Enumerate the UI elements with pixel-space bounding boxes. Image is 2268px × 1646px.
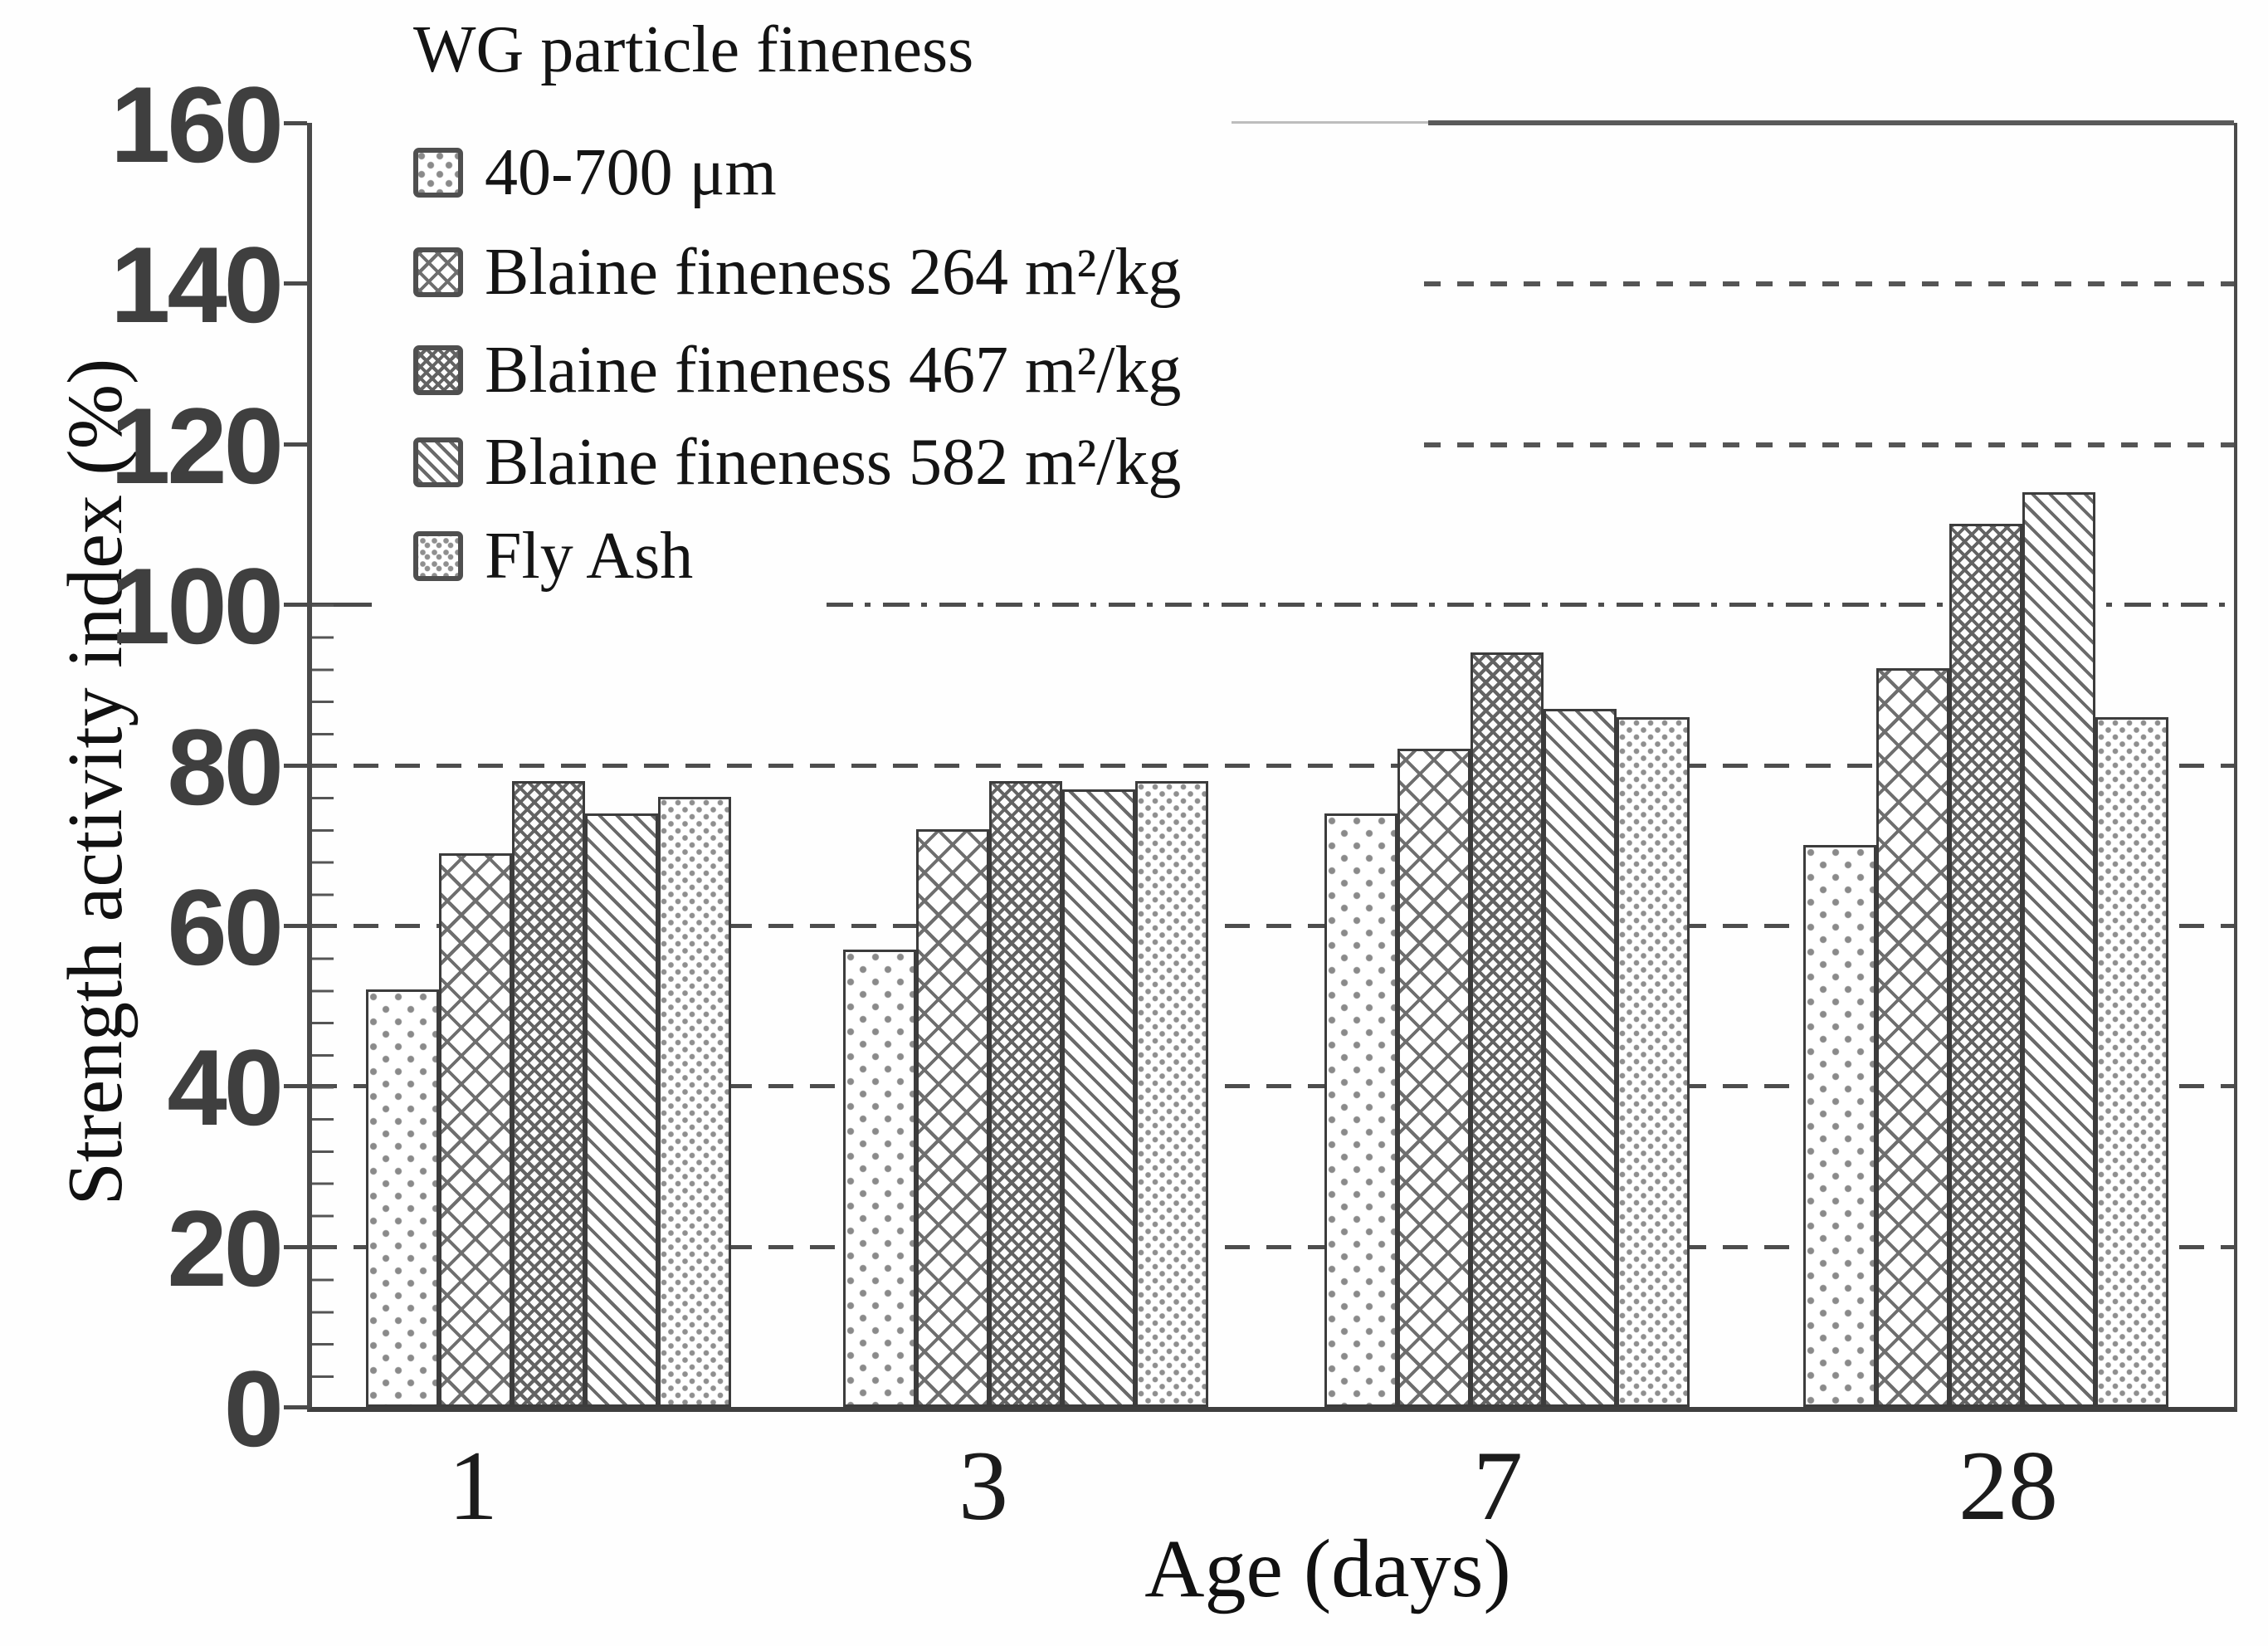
y-tick-label-140: 140 [110, 224, 284, 346]
bar-age7-series3 [1471, 652, 1544, 1407]
crosshatch-large-swatch-icon [413, 247, 463, 297]
bar-age1-series1 [366, 989, 439, 1407]
plot-top-border-thick [1428, 120, 2234, 125]
bar-age3-series2 [916, 828, 989, 1407]
legend: WG particle fineness 40-700 μm Blaine fin… [413, 13, 1181, 589]
gridline-40 [312, 1084, 2234, 1089]
y-tick-mark [284, 1244, 307, 1249]
legend-label: Fly Ash [485, 520, 694, 593]
x-axis-title: Age (days) [1144, 1522, 1511, 1614]
x-tick-label-3: 3 [958, 1430, 1008, 1541]
legend-item-1: 40-700 μm [413, 139, 777, 206]
bar-age28-series3 [1949, 524, 2022, 1407]
bar-age1-series3 [512, 780, 585, 1407]
y-tick-mark [284, 1405, 307, 1409]
bar-age28-series4 [2022, 491, 2095, 1407]
plot-area [307, 120, 2237, 1412]
legend-label: 40-700 μm [485, 136, 777, 209]
legend-item-5: Fly Ash [413, 523, 693, 589]
y-tick-label-60: 60 [167, 866, 284, 988]
gridline-120 [1424, 442, 2234, 447]
y-tick-label-20: 20 [167, 1187, 284, 1309]
bar-age3-series4 [1062, 789, 1135, 1407]
y-minor-ticks [312, 604, 334, 1407]
bar-age3-series3 [989, 780, 1062, 1407]
crosshatch-fine-swatch-icon [413, 345, 463, 395]
x-tick-label-7: 7 [1473, 1430, 1523, 1541]
legend-title: WG particle fineness [413, 13, 974, 86]
y-tick-label-100: 100 [110, 545, 284, 667]
bar-age7-series1 [1324, 813, 1397, 1407]
gridline-20 [312, 1244, 2234, 1249]
y-tick-label-40: 40 [167, 1027, 284, 1149]
diagonal-hatch-swatch-icon [413, 437, 463, 487]
legend-item-4: Blaine fineness 582 m²/kg [413, 429, 1181, 496]
legend-item-2: Blaine fineness 264 m²/kg [413, 239, 1181, 305]
legend-label: Blaine fineness 467 m²/kg [485, 334, 1182, 407]
bar-age7-series4 [1544, 708, 1617, 1407]
y-tick-mark [284, 1084, 307, 1089]
bar-age28-series5 [2095, 716, 2168, 1407]
dots-fine-swatch-icon [413, 531, 463, 581]
bar-age3-series1 [843, 949, 916, 1407]
y-tick-label-160: 160 [110, 64, 284, 185]
y-tick-mark [284, 121, 307, 125]
legend-label: Blaine fineness 264 m²/kg [485, 236, 1182, 309]
bar-age28-series2 [1876, 668, 1949, 1407]
y-tick-mark [284, 281, 307, 286]
bar-age1-series2 [439, 852, 512, 1407]
bar-age28-series1 [1803, 845, 1876, 1407]
gridline-140 [1424, 281, 2234, 287]
legend-label: Blaine fineness 582 m²/kg [485, 426, 1182, 499]
y-tick-mark [284, 763, 307, 768]
x-tick-label-1: 1 [448, 1430, 498, 1541]
tick-100-inner [312, 603, 372, 608]
bar-age1-series5 [658, 797, 731, 1407]
dots-sparse-swatch-icon [413, 148, 463, 198]
y-tick-mark [284, 603, 307, 608]
bar-age1-series4 [585, 813, 658, 1407]
plot-top-border-thin [1232, 121, 1431, 124]
x-tick-label-28: 28 [1958, 1430, 2058, 1541]
gridline-60 [312, 923, 2234, 928]
bar-age7-series2 [1397, 749, 1471, 1407]
y-tick-label-120: 120 [110, 384, 284, 506]
y-tick-label-0: 0 [223, 1348, 284, 1469]
bar-age3-series5 [1135, 780, 1208, 1407]
gridline-80 [312, 763, 2234, 768]
y-tick-mark [284, 442, 307, 447]
gridline-100 [827, 603, 2234, 608]
legend-item-3: Blaine fineness 467 m²/kg [413, 337, 1181, 403]
y-tick-mark [284, 923, 307, 928]
bar-age7-series5 [1617, 716, 1690, 1407]
y-tick-label-80: 80 [167, 706, 284, 828]
